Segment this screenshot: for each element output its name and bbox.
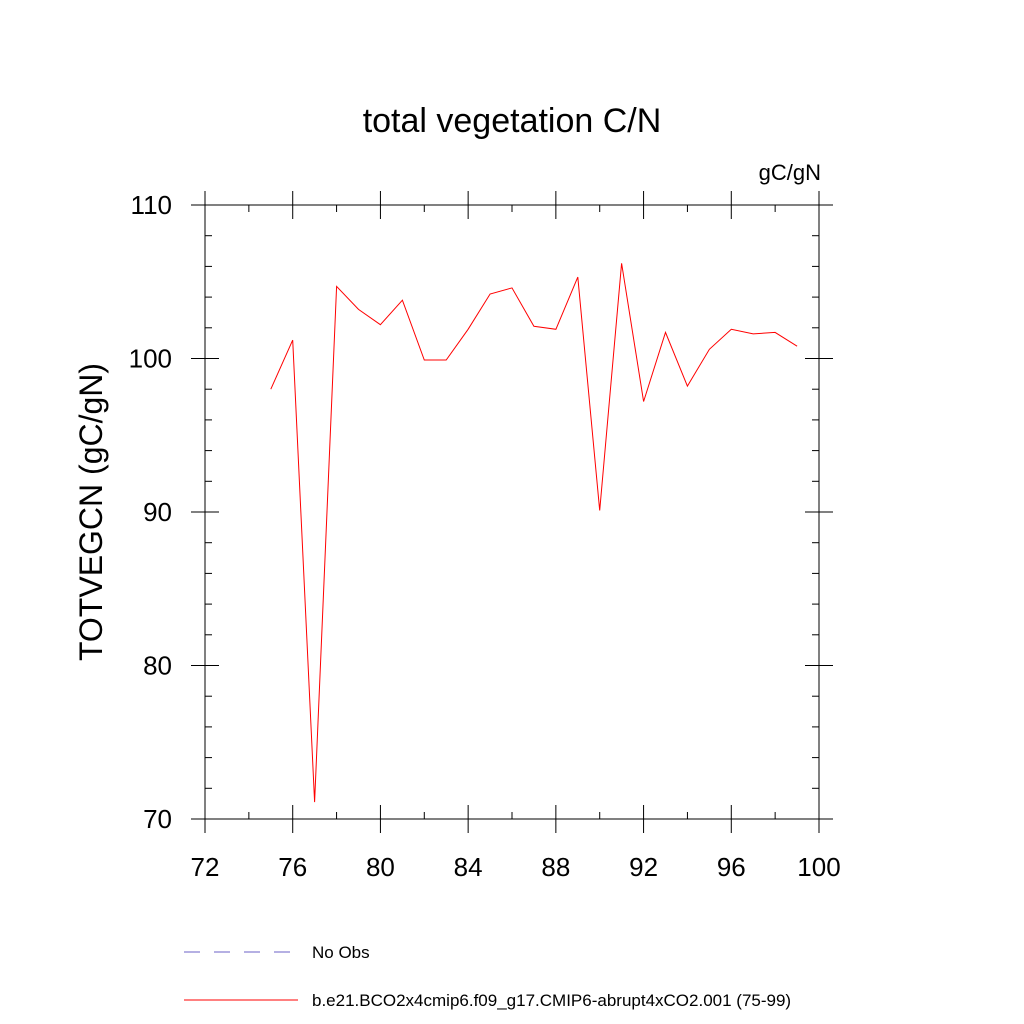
series-line xyxy=(270,263,798,803)
data-series xyxy=(270,263,798,803)
x-tick-label: 100 xyxy=(797,852,840,882)
legend-label-model: b.e21.BCO2x4cmip6.f09_g17.CMIP6-abrupt4x… xyxy=(312,991,791,1010)
x-tick-label: 96 xyxy=(717,852,746,882)
y-tick-label: 80 xyxy=(143,651,172,681)
legend: No Obs b.e21.BCO2x4cmip6.f09_g17.CMIP6-a… xyxy=(184,943,791,1010)
plot-frame xyxy=(204,204,820,820)
x-tick-label: 72 xyxy=(191,852,220,882)
axis-ticks xyxy=(191,191,833,833)
x-tick-label: 80 xyxy=(366,852,395,882)
chart-title: total vegetation C/N xyxy=(363,102,662,140)
x-tick-label: 76 xyxy=(278,852,307,882)
x-tick-label: 84 xyxy=(454,852,483,882)
y-tick-label: 70 xyxy=(143,804,172,834)
y-tick-label: 90 xyxy=(143,497,172,527)
units-label: gC/gN xyxy=(759,160,821,185)
axis-tick-labels: 72 76 80 84 88 92 96 100 70 80 90 100 110 xyxy=(129,190,841,882)
y-axis-label: TOTVEGCN (gC/gN) xyxy=(73,363,109,661)
legend-label-no-obs: No Obs xyxy=(312,943,370,962)
y-tick-label: 110 xyxy=(131,190,172,220)
y-tick-label: 100 xyxy=(129,344,172,374)
x-tick-label: 92 xyxy=(629,852,658,882)
x-tick-label: 88 xyxy=(541,852,570,882)
